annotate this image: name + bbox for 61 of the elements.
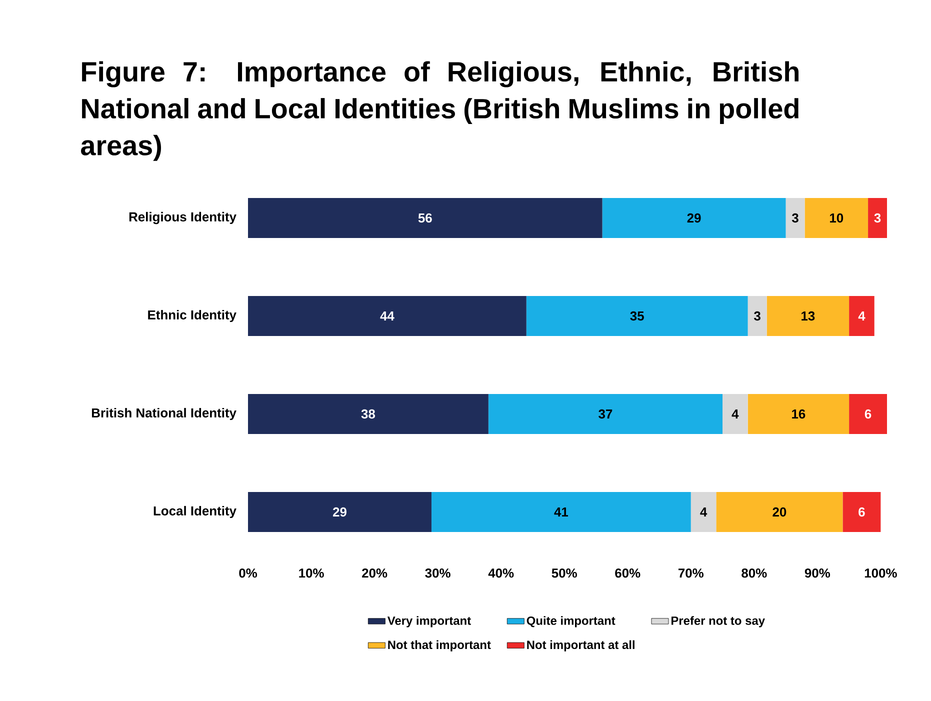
x-tick-label: 100% — [864, 568, 897, 578]
data-label: 16 — [792, 409, 806, 419]
data-label: 4 — [700, 508, 708, 516]
bar — [488, 394, 723, 434]
data-label: 20 — [772, 507, 786, 517]
bar — [690, 492, 716, 532]
bar — [849, 394, 888, 434]
data-label: 29 — [332, 507, 346, 517]
bar — [431, 492, 691, 532]
legend-label: Not that important — [388, 640, 491, 652]
data-label: 44 — [380, 312, 394, 320]
chart-title: Figure 7: Importance of Religious, Ethnic, British National and Local Identities (British Muslims in polled areas) — [81, 61, 799, 161]
x-tick-label: 30% — [425, 568, 450, 578]
data-label: 38 — [361, 409, 376, 419]
data-label: 6 — [858, 507, 865, 517]
bar — [748, 394, 850, 434]
bar — [526, 296, 748, 336]
data-label: 35 — [630, 311, 644, 321]
legend-label: Prefer not to say — [671, 616, 765, 628]
data-label: 4 — [732, 410, 739, 418]
x-tick-label: 10% — [299, 568, 324, 578]
bar — [786, 198, 805, 238]
bar — [716, 492, 843, 532]
x-tick-label: 0% — [239, 568, 258, 578]
x-tick-label: 70% — [678, 568, 704, 578]
bar — [804, 198, 868, 238]
data-label: 3 — [874, 213, 881, 223]
data-label: 29 — [687, 213, 701, 223]
x-tick-label: 40% — [488, 568, 514, 578]
bar — [602, 198, 786, 238]
bar — [766, 296, 850, 336]
bar — [868, 198, 888, 238]
bar — [748, 296, 767, 336]
y-tick-label: Ethnic Identity — [148, 310, 236, 322]
data-label: 10 — [830, 213, 844, 223]
data-label: 6 — [864, 409, 872, 419]
y-tick-label: British National Identity — [92, 408, 236, 420]
data-label: 3 — [754, 311, 760, 321]
legend-label: Very important — [387, 616, 471, 628]
x-tick-label: 60% — [615, 568, 640, 578]
y-tick-label: Religious Identity — [129, 212, 236, 224]
data-label: 37 — [598, 409, 612, 419]
legend-label: Not important at all — [527, 640, 634, 652]
data-label: 41 — [554, 508, 568, 516]
bar — [248, 296, 526, 336]
data-label: 4 — [858, 312, 866, 320]
bar — [722, 394, 748, 434]
bar — [248, 394, 488, 434]
x-tick-label: 90% — [804, 568, 830, 578]
bar — [842, 492, 881, 532]
data-label: 3 — [792, 213, 798, 223]
x-tick-label: 20% — [362, 568, 388, 578]
data-label: 56 — [418, 213, 432, 223]
x-tick-label: 50% — [552, 568, 577, 578]
data-label: 13 — [802, 311, 815, 321]
bar — [849, 296, 874, 336]
x-tick-label: 80% — [742, 568, 767, 578]
bar — [248, 198, 602, 238]
y-tick-label: Local Identity — [154, 506, 236, 518]
legend-label: Quite important — [526, 616, 616, 628]
bar — [248, 492, 432, 532]
